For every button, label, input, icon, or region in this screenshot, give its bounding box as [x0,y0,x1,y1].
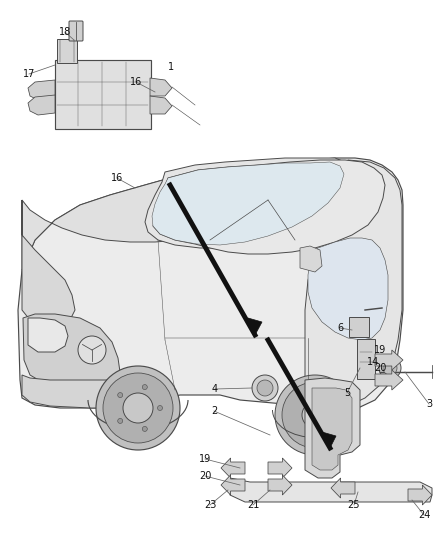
Polygon shape [305,378,360,478]
Circle shape [96,366,180,450]
Text: 19: 19 [374,345,386,355]
Circle shape [103,373,173,443]
Polygon shape [230,478,432,502]
Polygon shape [28,80,55,100]
Text: 23: 23 [204,500,216,510]
FancyBboxPatch shape [357,339,375,379]
Polygon shape [152,162,344,245]
Text: 5: 5 [344,388,350,398]
Text: 18: 18 [59,27,71,37]
Circle shape [118,393,123,398]
FancyBboxPatch shape [57,39,77,63]
Polygon shape [322,432,336,448]
Polygon shape [22,200,75,325]
Polygon shape [150,78,172,96]
Circle shape [158,406,162,410]
Polygon shape [22,168,280,270]
Polygon shape [375,350,403,370]
FancyBboxPatch shape [69,21,83,41]
Polygon shape [22,375,150,408]
Circle shape [383,361,397,375]
Polygon shape [408,485,432,505]
Text: 20: 20 [199,471,211,481]
Polygon shape [145,158,350,248]
Circle shape [257,380,273,396]
Text: 19: 19 [199,454,211,464]
Text: 16: 16 [111,173,123,183]
Circle shape [252,375,278,401]
Polygon shape [305,160,402,408]
Polygon shape [23,314,120,385]
Circle shape [379,357,401,379]
Polygon shape [331,478,355,498]
Polygon shape [312,388,352,470]
Text: 1: 1 [168,62,174,72]
Polygon shape [268,458,292,478]
FancyBboxPatch shape [349,317,369,337]
Text: 4: 4 [212,384,218,394]
Text: 21: 21 [247,500,259,510]
Circle shape [123,393,153,423]
Text: 3: 3 [426,399,432,409]
Polygon shape [153,160,385,254]
Text: 14: 14 [367,357,379,367]
Polygon shape [18,158,403,410]
Text: 24: 24 [418,510,430,520]
Text: 20: 20 [374,363,386,373]
Text: 25: 25 [348,500,360,510]
Text: 6: 6 [337,323,343,333]
Circle shape [142,426,147,431]
Circle shape [142,385,147,390]
Polygon shape [28,95,55,115]
Text: 16: 16 [130,77,142,87]
Polygon shape [308,238,388,340]
Circle shape [302,402,328,428]
Polygon shape [248,318,262,335]
FancyBboxPatch shape [54,60,151,128]
Text: 2: 2 [211,406,217,416]
Circle shape [118,418,123,423]
Polygon shape [150,96,172,114]
Text: 17: 17 [23,69,35,79]
Polygon shape [375,370,403,390]
Polygon shape [28,318,68,352]
Polygon shape [221,458,245,478]
Circle shape [275,375,355,455]
Polygon shape [300,246,322,272]
Polygon shape [221,475,245,495]
Circle shape [282,382,348,448]
Polygon shape [268,475,292,495]
Circle shape [78,336,106,364]
